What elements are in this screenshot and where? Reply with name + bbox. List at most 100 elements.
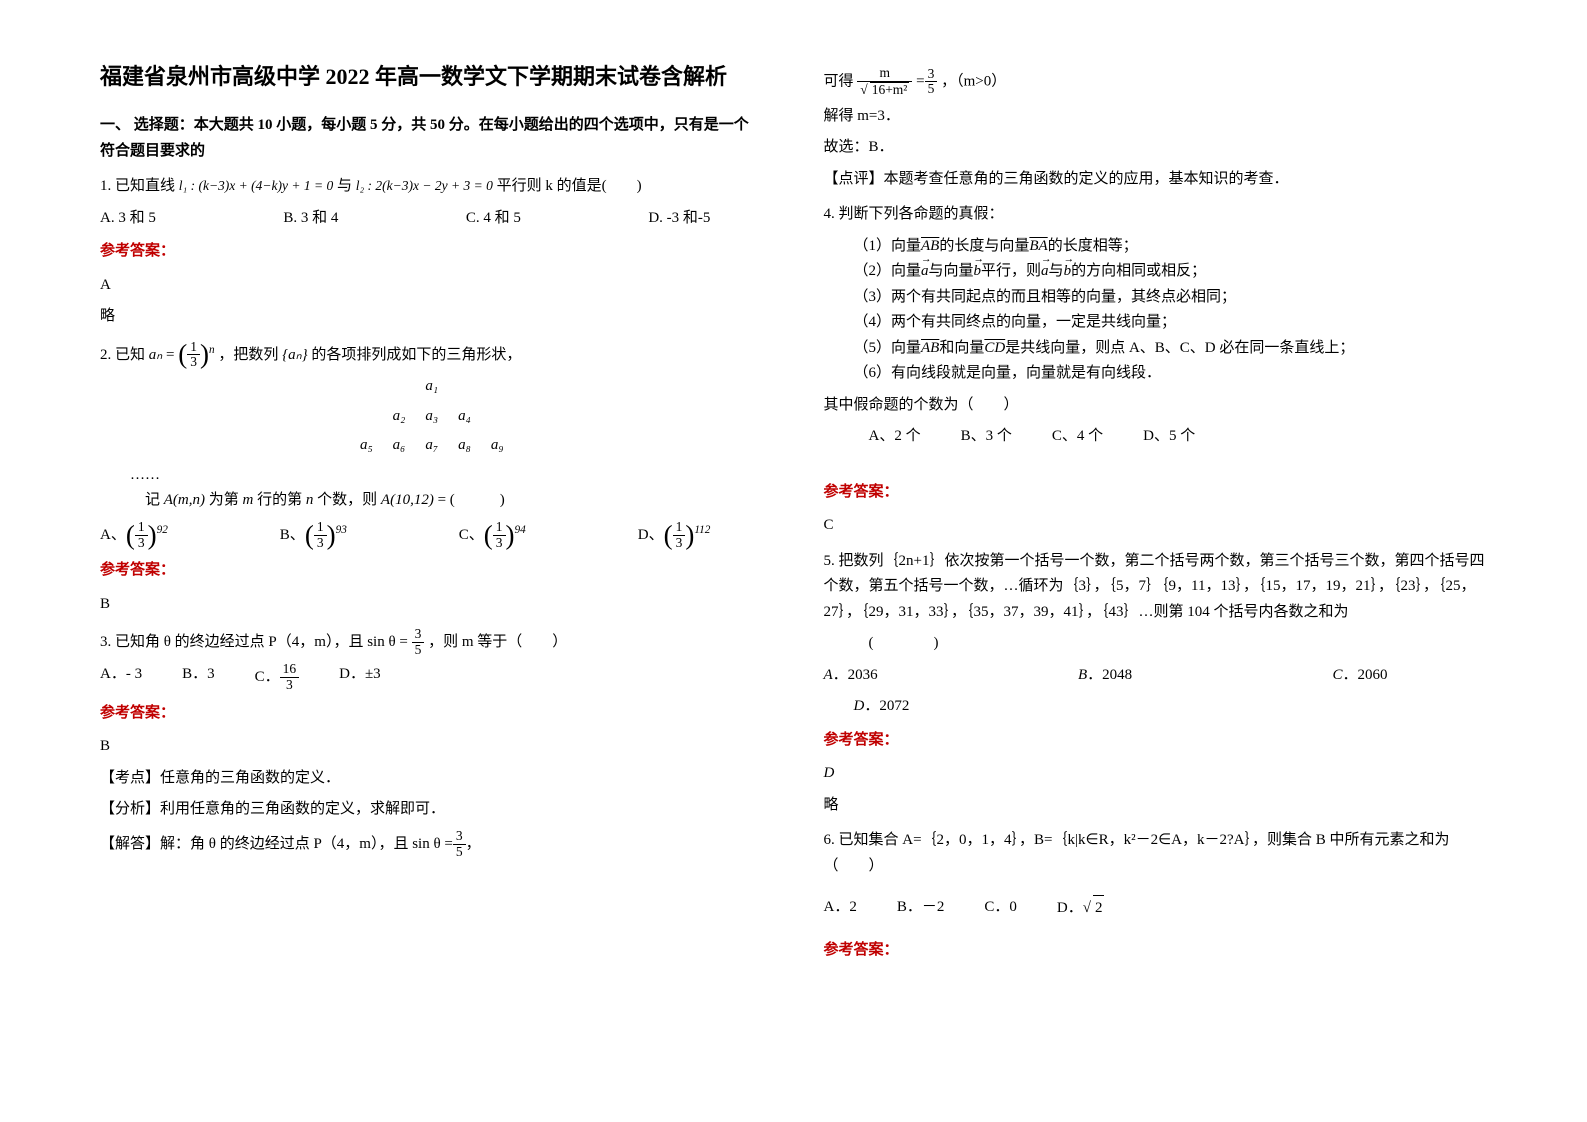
- q4p2b: 与向量: [929, 263, 974, 279]
- tri-a2: a₂: [393, 408, 406, 424]
- q2-a1012: A(10,12): [381, 492, 434, 508]
- tri-a6: a₆: [393, 437, 406, 453]
- q1-stem-pre: 1. 已知直线: [100, 178, 175, 194]
- q4-answer-label: 参考答案：: [824, 480, 1488, 506]
- q6-answer-label: 参考答案：: [824, 938, 1488, 964]
- q3-fd: 5: [412, 643, 425, 658]
- tri-a8: a₈: [458, 437, 471, 453]
- q2-rec-e: = ( ): [438, 492, 505, 508]
- q2-set: {aₙ}: [282, 346, 307, 362]
- q3-dpv: 本题考查任意角的三角函数的定义的应用，基本知识的考查．: [884, 171, 1289, 187]
- q2-tri-r2: a₂a₃a₄: [100, 404, 764, 430]
- q5-brief: 略: [824, 793, 1488, 819]
- q5bl: B: [1078, 667, 1087, 683]
- q4-p2: （2）向量a与向量b平行，则a与b的方向相同或相反；: [824, 259, 1488, 285]
- q3-jda: 解：角 θ 的终边经过点 P（4，m），且 sin θ =: [160, 836, 453, 852]
- q2-amn: A(m,n): [164, 492, 205, 508]
- q2-m: m: [243, 492, 254, 508]
- q3-opt-b: B．3: [182, 662, 215, 693]
- q2-rec-b: 为第: [209, 492, 239, 508]
- q3-jdc2: ，（m>0）: [941, 73, 1006, 89]
- q3-kpv: 任意角的三角函数的定义．: [160, 770, 340, 786]
- q6-opt-d: D．√2: [1057, 895, 1105, 922]
- q3-dpl: 【点评】: [824, 171, 884, 187]
- q2-power: n: [209, 343, 215, 355]
- q3-cd: 3: [280, 678, 300, 693]
- q6-opt-a: A．2: [824, 895, 857, 922]
- q4p2d: 与: [1049, 263, 1064, 279]
- q3-opt-d: D．±3: [339, 662, 381, 693]
- q5av: ．2036: [833, 667, 878, 683]
- q3-options: A．- 3 B．3 C．163 D．±3: [100, 662, 764, 693]
- tri-a5: a₅: [360, 437, 373, 453]
- q2-stem-c: 的各项排列成如下的三角形状，: [311, 346, 521, 362]
- q3-jd-cont: 可得 m√16+m² =35 ，（m>0）: [824, 66, 1488, 98]
- q4-p5: （5）向量AB和向量CD是共线向量，则点 A、B、C、D 必在同一条直线上；: [824, 336, 1488, 362]
- right-column: 可得 m√16+m² =35 ，（m>0） 解得 m=3． 故选：B． 【点评】…: [824, 60, 1488, 973]
- q2-pb: 93: [336, 523, 347, 535]
- q1-line2: l₂ : 2(k−3)x − 2y + 3 = 0: [356, 178, 493, 193]
- q3-fn3: 3: [925, 67, 938, 83]
- q4p1a: （1）向量: [854, 238, 922, 254]
- q4p1b: 的长度与向量: [939, 238, 1029, 254]
- q5-blank: ( ): [824, 631, 1488, 657]
- q3-opt-c: C．163: [255, 662, 300, 693]
- q3-jd-l2: 解得 m=3．: [824, 104, 1488, 130]
- q5-answer-label: 参考答案：: [824, 728, 1488, 754]
- q4-p6: （6）有向线段就是向量，向量就是有向线段．: [824, 361, 1488, 387]
- q6dv: 2: [1093, 895, 1105, 922]
- section-1-heading: 一、 选择题：本大题共 10 小题，每小题 5 分，共 50 分。在每小题给出的…: [100, 113, 764, 164]
- q3-answer-label: 参考答案：: [100, 701, 764, 727]
- q2-tri-r1: a₁: [100, 374, 764, 400]
- q2-stem-a: 2. 已知: [100, 346, 145, 362]
- q3-fd3: 5: [925, 82, 938, 97]
- q4-answer: C: [824, 513, 1488, 539]
- q2-n: n: [306, 492, 314, 508]
- q5-stem: 5. 把数列｛2n+1｝依次按第一个括号一个数，第二个括号两个数，第三个括号三个…: [824, 549, 1488, 626]
- q4p2e: 的方向相同或相反；: [1071, 263, 1206, 279]
- question-5: 5. 把数列｛2n+1｝依次按第一个括号一个数，第二个括号两个数，第三个括号三个…: [824, 549, 1488, 819]
- q6-stem: 6. 已知集合 A=｛2，0，1，4｝，B=｛k|k∈R，k²－2∈A，k－2?…: [824, 828, 1488, 879]
- q2-answer: B: [100, 592, 764, 618]
- q2-eq: =: [166, 346, 178, 362]
- q3-opt-a: A．- 3: [100, 662, 142, 693]
- q2-opt-c: C、(13)94: [459, 520, 526, 551]
- q1-mid: 与: [337, 178, 352, 194]
- q5cv: ．2060: [1342, 667, 1387, 683]
- question-4: 4. 判断下列各命题的真假： （1）向量AB的长度与向量BA的长度相等； （2）…: [824, 202, 1488, 539]
- q5cl: C: [1332, 667, 1342, 683]
- q1-opt-c: C. 4 和 5: [466, 206, 521, 232]
- question-2: 2. 已知 aₙ = (13)n ，把数列 {aₙ} 的各项排列成如下的三角形状…: [100, 340, 764, 618]
- q3-jd: 【解答】解：角 θ 的终边经过点 P（4，m），且 sin θ =35，: [100, 829, 764, 860]
- q4-options: A、2 个 B、3 个 C、4 个 D、5 个: [824, 424, 1488, 450]
- q1-opt-a: A. 3 和 5: [100, 206, 156, 232]
- q2-rec-c: 行的第: [257, 492, 302, 508]
- q6-opt-b: B．－2: [897, 895, 945, 922]
- tri-a1: a₁: [425, 378, 438, 394]
- q5-opt-d: D．2072: [824, 694, 1488, 720]
- q5-answer: D: [824, 761, 1488, 787]
- q3-fx: 【分析】利用任意角的三角函数的定义，求解即可．: [100, 797, 764, 823]
- q4-opt-d: D、5 个: [1143, 424, 1195, 450]
- q1-stem-post: 平行则 k 的值是( ): [497, 178, 642, 194]
- q3-cn: 16: [280, 662, 300, 678]
- q3-stem: 3. 已知角 θ 的终边经过点 P（4，m），且 sin θ = 35 ，则 m…: [100, 627, 764, 658]
- q4p2a: （2）向量: [854, 263, 922, 279]
- question-3: 3. 已知角 θ 的终边经过点 P（4，m），且 sin θ = 35 ，则 m…: [100, 627, 764, 859]
- q3-fxl: 【分析】: [100, 801, 160, 817]
- exam-page: 福建省泉州市高级中学 2022 年高一数学文下学期期末试卷含解析 一、 选择题：…: [100, 60, 1487, 973]
- q3-dp: 【点评】本题考查任意角的三角函数的定义的应用，基本知识的考查．: [824, 167, 1488, 193]
- q4p5c: 是共线向量，则点 A、B、C、D 必在同一条直线上；: [1005, 340, 1354, 356]
- q1-options: A. 3 和 5 B. 3 和 4 C. 4 和 5 D. -3 和-5: [100, 206, 710, 232]
- q4-stem: 4. 判断下列各命题的真假：: [824, 202, 1488, 228]
- q2-stem: 2. 已知 aₙ = (13)n ，把数列 {aₙ} 的各项排列成如下的三角形状…: [100, 340, 764, 371]
- tri-a9: a₉: [491, 437, 504, 453]
- q1-brief: 略: [100, 304, 764, 330]
- q1-line1: l₁ : (k−3)x + (4−k)y + 1 = 0: [179, 178, 333, 193]
- q3-fd2: 5: [453, 845, 466, 860]
- q4-p3: （3）两个有共同起点的而且相等的向量，其终点必相同；: [824, 285, 1488, 311]
- q1-answer: A: [100, 273, 764, 299]
- q1-stem: 1. 已知直线 l₁ : (k−3)x + (4−k)y + 1 = 0 与 l…: [100, 174, 764, 200]
- q5dv: ．2072: [864, 698, 909, 714]
- q2-an: aₙ: [149, 346, 162, 362]
